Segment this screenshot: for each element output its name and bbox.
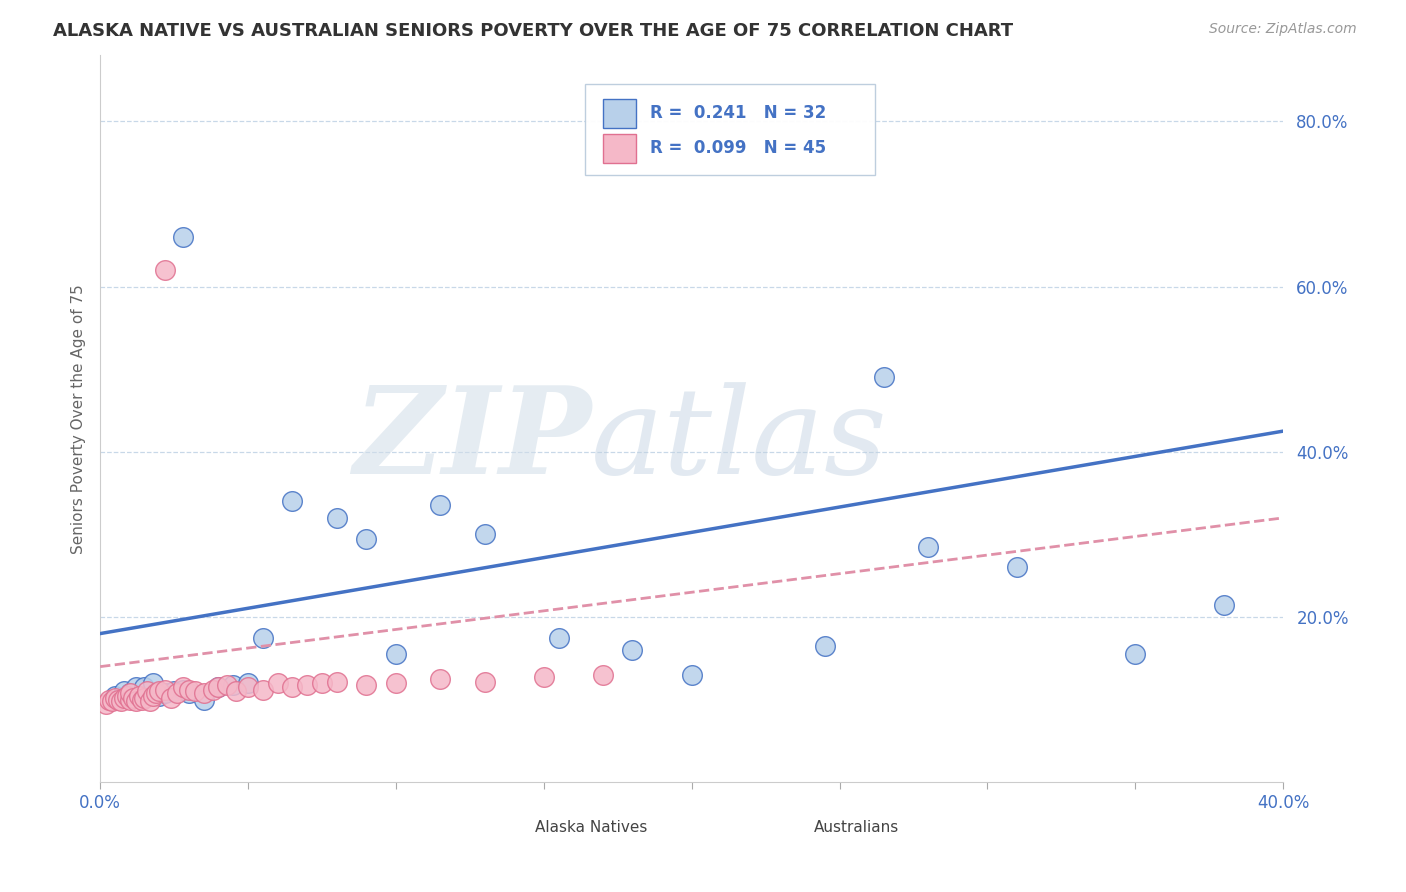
Point xyxy=(873,370,896,384)
Point xyxy=(621,643,644,657)
Text: R =  0.099   N = 45: R = 0.099 N = 45 xyxy=(650,139,827,157)
Point xyxy=(356,532,378,546)
Point xyxy=(148,689,170,703)
Point xyxy=(252,631,274,645)
Point xyxy=(325,511,347,525)
Point xyxy=(207,681,229,695)
Point xyxy=(142,676,165,690)
Text: Alaska Natives: Alaska Natives xyxy=(536,820,648,835)
Point xyxy=(104,691,127,706)
Point xyxy=(112,691,135,706)
Point xyxy=(222,678,245,692)
Point xyxy=(94,697,117,711)
Point xyxy=(429,672,451,686)
Y-axis label: Seniors Poverty Over the Age of 75: Seniors Poverty Over the Age of 75 xyxy=(72,284,86,554)
Point xyxy=(107,692,129,706)
Point xyxy=(266,676,288,690)
Point xyxy=(429,499,451,513)
Point xyxy=(281,681,304,695)
Point xyxy=(134,691,156,706)
Point xyxy=(104,689,127,703)
Text: ALASKA NATIVE VS AUSTRALIAN SENIORS POVERTY OVER THE AGE OF 75 CORRELATION CHART: ALASKA NATIVE VS AUSTRALIAN SENIORS POVE… xyxy=(53,22,1014,40)
Point xyxy=(148,684,170,698)
Point xyxy=(1123,647,1146,661)
Point xyxy=(163,684,186,698)
Point xyxy=(172,682,194,697)
Bar xyxy=(769,814,801,840)
Point xyxy=(201,682,224,697)
Point xyxy=(1005,560,1028,574)
Point xyxy=(128,689,150,703)
Point xyxy=(193,692,215,706)
Point xyxy=(252,682,274,697)
Text: R =  0.241   N = 32: R = 0.241 N = 32 xyxy=(650,104,827,122)
Point xyxy=(236,681,259,695)
Point xyxy=(177,682,200,697)
Bar xyxy=(603,134,636,162)
Point xyxy=(917,540,939,554)
Bar xyxy=(603,99,636,128)
Point xyxy=(356,678,378,692)
FancyBboxPatch shape xyxy=(585,84,875,175)
Point xyxy=(236,676,259,690)
Point xyxy=(160,691,183,706)
Bar xyxy=(491,814,523,840)
Point xyxy=(193,686,215,700)
Point xyxy=(145,686,167,700)
Point xyxy=(1213,598,1236,612)
Point xyxy=(592,668,614,682)
Point xyxy=(115,689,138,703)
Point xyxy=(217,678,239,692)
Point xyxy=(385,676,408,690)
Point xyxy=(142,689,165,703)
Point xyxy=(474,527,496,541)
Point xyxy=(295,678,318,692)
Point xyxy=(814,639,837,653)
Point xyxy=(118,686,141,700)
Text: ZIP: ZIP xyxy=(353,381,591,500)
Point xyxy=(474,674,496,689)
Point xyxy=(681,668,703,682)
Point xyxy=(124,681,146,695)
Point xyxy=(166,686,188,700)
Point xyxy=(98,692,121,706)
Point xyxy=(118,692,141,706)
Point xyxy=(533,669,555,683)
Point xyxy=(172,230,194,244)
Point xyxy=(207,681,229,695)
Text: Australians: Australians xyxy=(814,820,898,835)
Point xyxy=(225,684,247,698)
Point xyxy=(101,694,124,708)
Point xyxy=(153,686,176,700)
Point xyxy=(153,682,176,697)
Point xyxy=(184,684,207,698)
Point xyxy=(281,494,304,508)
Point xyxy=(110,694,132,708)
Point xyxy=(325,674,347,689)
Point xyxy=(131,692,153,706)
Point xyxy=(124,694,146,708)
Text: atlas: atlas xyxy=(591,382,887,500)
Point xyxy=(118,686,141,700)
Point xyxy=(139,694,162,708)
Point xyxy=(121,691,143,706)
Point xyxy=(136,684,159,698)
Point xyxy=(385,647,408,661)
Point xyxy=(177,686,200,700)
Point xyxy=(112,684,135,698)
Point xyxy=(153,263,176,277)
Point xyxy=(547,631,569,645)
Point xyxy=(134,681,156,695)
Point xyxy=(172,681,194,695)
Text: Source: ZipAtlas.com: Source: ZipAtlas.com xyxy=(1209,22,1357,37)
Point xyxy=(311,676,333,690)
